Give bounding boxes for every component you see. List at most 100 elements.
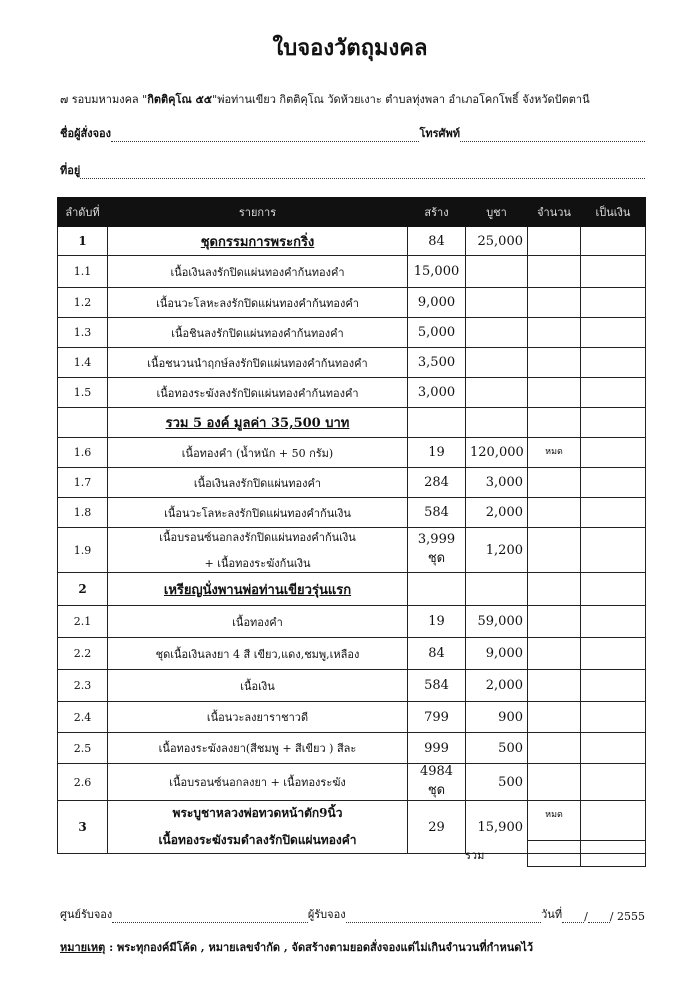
row-amount[interactable]	[580, 572, 646, 606]
row-price	[465, 255, 528, 288]
row-quantity[interactable]	[527, 572, 581, 606]
row-item: เนื้อทองระฆังลงยา(สีชมพู + สีเขียว ) สีล…	[107, 732, 408, 764]
row-number: 2	[57, 572, 108, 606]
row-quantity[interactable]	[527, 287, 581, 318]
row-amount[interactable]	[580, 377, 646, 408]
row-amount[interactable]	[580, 437, 646, 468]
row-made: 19	[407, 605, 466, 638]
row-quantity[interactable]	[527, 637, 581, 670]
table-row: 1 ชุดกรรมการพระกริ่ง 84 25,000	[57, 226, 646, 256]
item-text: เนื้อนวะลงยาราชาวดี	[206, 711, 309, 724]
row-made: 84	[407, 637, 466, 670]
row-amount[interactable]	[580, 763, 646, 801]
header-order: ลำดับที่	[57, 197, 108, 227]
row-quantity[interactable]	[527, 226, 581, 256]
row-quantity[interactable]	[527, 407, 581, 438]
date-label: วันที่	[541, 908, 563, 921]
row-quantity[interactable]	[527, 255, 581, 288]
table-row: 2.6 เนื้อบรอนซ์นอกลงยา + เนื้อทองระฆัง 498…	[57, 763, 646, 801]
row-quantity[interactable]	[527, 377, 581, 408]
note-text: : พระทุกองค์มีโค้ด , หมายเลขจำกัด , จัดส…	[105, 941, 534, 954]
row-quantity[interactable]	[527, 763, 581, 801]
header-item: รายการ	[107, 197, 408, 227]
month-field[interactable]	[587, 912, 610, 923]
row-amount[interactable]	[580, 637, 646, 670]
row-amount[interactable]	[580, 255, 646, 288]
row-made: 799	[407, 701, 466, 733]
row-amount[interactable]	[580, 317, 646, 348]
header-made: สร้าง	[407, 197, 466, 227]
item-text: เนื้อนวะโลหะลงรักปิดแผ่นทองคำก้นทองคำ	[156, 296, 359, 310]
row-quantity[interactable]: หมด	[527, 800, 581, 854]
date-sep: /	[584, 910, 588, 923]
row-quantity[interactable]	[527, 527, 581, 573]
row-quantity[interactable]	[527, 701, 581, 733]
row-amount[interactable]	[580, 669, 646, 702]
item-text: ชุดเนื้อเงินลงยา 4 สี เขียว,แดง,ชมพู,เหล…	[155, 647, 360, 661]
row-quantity[interactable]	[527, 347, 581, 378]
address-label: ที่อยู่	[60, 164, 81, 177]
table-row: 2.2 ชุดเนื้อเงินลงยา 4 สี เขียว,แดง,ชมพู,…	[57, 637, 646, 670]
table-row: 2.4 เนื้อนวะลงยาราชาวดี 799 900	[57, 701, 646, 733]
row-price: 3,000	[465, 467, 528, 498]
day-field[interactable]	[562, 912, 585, 923]
center-field[interactable]	[112, 912, 308, 923]
item-text-line2: + เนื้อทองระฆังก้นเงิน	[204, 557, 311, 570]
item-text: เหรียญนั่งพานพ่อท่านเขียวรุ่นแรก	[163, 582, 352, 598]
row-price: 59,000	[465, 605, 528, 638]
row-number: 2.2	[57, 637, 108, 670]
row-amount[interactable]	[580, 467, 646, 498]
row-amount[interactable]	[580, 701, 646, 733]
row-item: เนื้อนวะโลหะลงรักปิดแผ่นทองคำก้นเงิน	[107, 497, 408, 528]
row-amount[interactable]	[580, 497, 646, 528]
row-amount[interactable]	[580, 226, 646, 256]
item-text: เนื้อบรอนซ์นอกลงรักปิดแผ่นทองคำก้นเงิน	[159, 531, 356, 544]
row-number	[57, 407, 108, 438]
table-row: 2 เหรียญนั่งพานพ่อท่านเขียวรุ่นแรก	[57, 572, 646, 606]
address-field[interactable]	[80, 168, 645, 179]
item-text: เนื้อเงินลงรักปิดแผ่นทองคำ	[193, 476, 322, 490]
row-amount[interactable]	[580, 407, 646, 438]
row-number: 2.6	[57, 763, 108, 801]
row-amount[interactable]	[580, 732, 646, 764]
row-quantity[interactable]	[527, 497, 581, 528]
name-field[interactable]	[111, 131, 420, 142]
row-number: 2.1	[57, 605, 108, 638]
row-amount[interactable]	[580, 347, 646, 378]
row-number: 1.2	[57, 287, 108, 318]
item-text: เนื้อทองระฆังลงยา(สีชมพู + สีเขียว ) สีล…	[158, 742, 357, 755]
row-quantity[interactable]: หมด	[527, 437, 581, 468]
item-text: เนื้อนวะโลหะลงรักปิดแผ่นทองคำก้นเงิน	[164, 506, 351, 520]
row-quantity[interactable]	[527, 317, 581, 348]
row-amount[interactable]	[580, 287, 646, 318]
row-quantity[interactable]	[527, 669, 581, 702]
row-made: 584	[407, 497, 466, 528]
row-amount[interactable]	[580, 605, 646, 638]
table-row: รวม 5 องค์ มูลค่า 35,500 บาท	[57, 407, 646, 438]
receiver-field[interactable]	[345, 912, 542, 923]
row-item: เนื้อนวะโลหะลงรักปิดแผ่นทองคำก้นทองคำ	[107, 287, 408, 318]
row-price: 2,000	[465, 497, 528, 528]
row-quantity[interactable]	[527, 732, 581, 764]
row-amount[interactable]	[580, 800, 646, 854]
year: / 2555	[609, 910, 645, 923]
phone-field[interactable]	[460, 131, 645, 142]
table-row: 1.3 เนื้อชินลงรักปิดแผ่นทองคำก้นทองคำ 5,00…	[57, 317, 646, 348]
row-item: เนื้อทองระฆังลงรักปิดแผ่นทองคำก้นทองคำ	[107, 377, 408, 408]
header-amount: เป็นเงิน	[580, 197, 646, 227]
row-number: 1.9	[57, 527, 108, 573]
row-quantity[interactable]	[527, 605, 581, 638]
table-header-row: ลำดับที่ รายการ สร้าง บูชา จำนวน เป็นเงิ…	[57, 197, 646, 227]
phone-label: โทรศัพท์	[419, 127, 460, 140]
row-item: ชุดเนื้อเงินลงยา 4 สี เขียว,แดง,ชมพู,เหล…	[107, 637, 408, 670]
row-price: 2,000	[465, 669, 528, 702]
row-quantity[interactable]	[527, 467, 581, 498]
note-label: หมายเหตุ	[60, 941, 106, 954]
row-item: ชุดกรรมการพระกริ่ง	[107, 226, 408, 256]
row-price: 9,000	[465, 637, 528, 670]
total-quantity-box[interactable]	[527, 840, 581, 867]
total-amount-box[interactable]	[580, 840, 646, 867]
item-text: ชุดกรรมการพระกริ่ง	[200, 234, 315, 250]
row-amount[interactable]	[580, 527, 646, 573]
item-text: เนื้อทองคำ (น้ำหนัก + 50 กรัม)	[181, 446, 334, 460]
